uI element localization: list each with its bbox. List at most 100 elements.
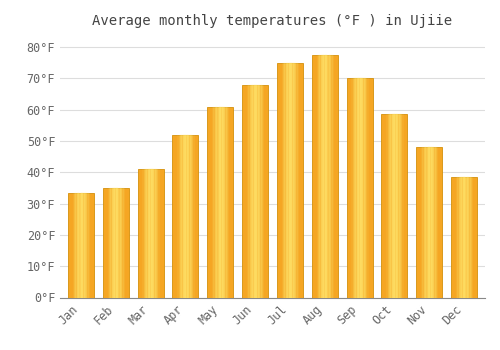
Bar xyxy=(102,188,129,298)
Bar xyxy=(318,55,319,298)
Bar xyxy=(128,188,130,298)
Bar xyxy=(182,135,184,298)
Bar xyxy=(430,147,432,298)
Bar xyxy=(102,188,104,298)
Bar xyxy=(284,63,286,298)
Bar xyxy=(325,55,326,298)
Bar xyxy=(244,85,246,298)
Bar xyxy=(382,114,407,297)
Bar xyxy=(264,85,266,298)
Bar xyxy=(356,78,357,298)
Bar xyxy=(140,169,141,298)
Bar xyxy=(357,78,358,298)
Bar xyxy=(364,78,365,298)
Bar xyxy=(254,85,255,298)
Bar xyxy=(110,188,112,298)
Bar xyxy=(218,107,219,298)
Bar xyxy=(227,107,228,298)
Bar xyxy=(184,135,186,298)
Bar xyxy=(404,114,406,297)
Bar xyxy=(438,147,439,298)
Bar xyxy=(422,147,424,298)
Bar xyxy=(276,63,278,298)
Title: Average monthly temperatures (°F ) in Ujiie: Average monthly temperatures (°F ) in Uj… xyxy=(92,14,452,28)
Bar xyxy=(435,147,436,298)
Bar xyxy=(366,78,368,298)
Bar xyxy=(476,177,478,298)
Bar xyxy=(172,135,199,298)
Bar xyxy=(152,169,154,298)
Bar xyxy=(472,177,474,298)
Bar xyxy=(322,55,324,298)
Bar xyxy=(190,135,191,298)
Bar xyxy=(149,169,150,298)
Bar xyxy=(380,114,382,297)
Bar xyxy=(300,63,301,298)
Bar xyxy=(206,107,208,298)
Bar xyxy=(384,114,385,297)
Bar xyxy=(460,177,462,298)
Bar xyxy=(298,63,300,298)
Bar xyxy=(330,55,332,298)
Bar xyxy=(246,85,247,298)
Bar xyxy=(85,193,86,298)
Bar xyxy=(114,188,116,298)
Bar xyxy=(388,114,389,297)
Bar xyxy=(220,107,222,298)
Bar xyxy=(332,55,333,298)
Bar xyxy=(252,85,254,298)
Bar xyxy=(386,114,388,297)
Bar xyxy=(385,114,386,297)
Bar xyxy=(251,85,252,298)
Bar xyxy=(361,78,362,298)
Bar xyxy=(68,193,70,298)
Bar xyxy=(294,63,296,298)
Bar xyxy=(424,147,425,298)
Bar xyxy=(92,193,93,298)
Bar xyxy=(178,135,180,298)
Bar xyxy=(67,193,68,298)
Bar xyxy=(144,169,145,298)
Bar xyxy=(292,63,294,298)
Bar xyxy=(248,85,250,298)
Bar xyxy=(192,135,194,298)
Bar xyxy=(333,55,334,298)
Bar xyxy=(452,177,453,298)
Bar xyxy=(337,55,338,298)
Bar xyxy=(138,169,164,298)
Bar xyxy=(282,63,283,298)
Bar xyxy=(109,188,110,298)
Bar xyxy=(224,107,226,298)
Bar xyxy=(219,107,220,298)
Bar xyxy=(426,147,428,298)
Bar xyxy=(458,177,460,298)
Bar xyxy=(230,107,231,298)
Bar xyxy=(124,188,126,298)
Bar xyxy=(228,107,230,298)
Bar xyxy=(350,78,352,298)
Bar xyxy=(311,55,312,298)
Bar xyxy=(266,85,268,298)
Bar xyxy=(112,188,113,298)
Bar xyxy=(346,78,372,298)
Bar xyxy=(450,177,452,298)
Bar xyxy=(187,135,188,298)
Bar xyxy=(398,114,400,297)
Bar xyxy=(360,78,361,298)
Bar xyxy=(464,177,466,298)
Bar xyxy=(176,135,177,298)
Bar xyxy=(260,85,262,298)
Bar xyxy=(421,147,422,298)
Bar xyxy=(390,114,392,297)
Bar xyxy=(392,114,393,297)
Bar xyxy=(188,135,190,298)
Bar xyxy=(416,147,417,298)
Bar xyxy=(88,193,89,298)
Bar xyxy=(382,114,384,297)
Bar xyxy=(127,188,128,298)
Bar xyxy=(425,147,426,298)
Bar xyxy=(216,107,218,298)
Bar xyxy=(191,135,192,298)
Bar xyxy=(160,169,162,298)
Bar xyxy=(118,188,120,298)
